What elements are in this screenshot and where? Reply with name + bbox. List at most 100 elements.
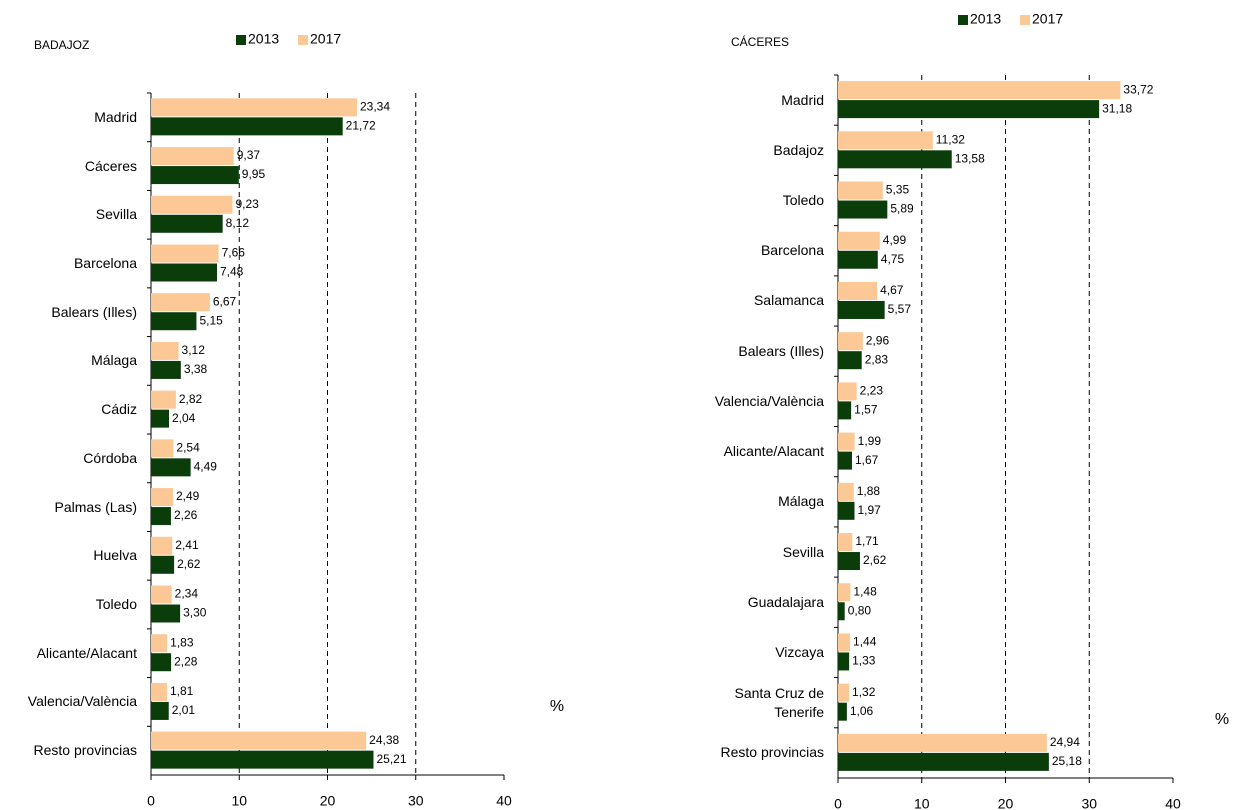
axis-label: % [1215,711,1229,728]
value-label: 2,82 [179,392,203,406]
bar [151,117,343,136]
value-label: 2,26 [174,508,198,522]
value-label: 3,38 [184,362,208,376]
value-label: 21,72 [346,119,376,133]
bar [838,100,1100,119]
value-label: 2,49 [176,489,200,503]
category-label-box: Vizcaya [775,643,824,660]
bar [151,536,173,555]
category-label-box: Valencia/València [715,393,824,409]
category-label-box: Badajoz [773,141,824,158]
value-label: 5,15 [199,313,223,327]
bar [151,555,175,574]
category-label: Córdoba [83,449,137,466]
value-label: 1,83 [170,635,194,649]
category-label-box: Santa Cruz de Tenerife [734,684,825,720]
legend-label: 2013 [248,31,279,47]
category-label: Barcelona [760,242,824,259]
value-label: 4,67 [880,283,904,297]
value-label: 8,12 [226,216,250,230]
bar [151,439,174,458]
category-label-box: Toledo [95,596,137,612]
bar [151,701,169,720]
bar [838,432,855,451]
legend-swatch [298,35,308,45]
value-label: 6,67 [213,294,237,308]
category-label: Toledo [782,192,824,209]
bar [838,382,857,401]
bar [151,458,191,477]
value-label: 1,57 [854,403,878,417]
value-label: 1,32 [852,685,876,699]
value-label: 1,88 [857,484,881,498]
bar [838,300,885,319]
legend-swatch [958,15,968,25]
value-label: 2,96 [866,333,890,347]
category-label: Badajoz [773,141,824,158]
value-label: 2,34 [175,587,199,601]
category-label: Toledo [95,596,137,612]
category-label: Madrid [94,108,137,125]
value-label: 2,41 [175,538,199,552]
category-label: Cádiz [101,401,137,418]
value-label: 2,62 [863,553,887,567]
bar [151,750,374,769]
value-label: 5,57 [888,302,912,316]
bar [151,263,218,282]
legend-label: 2013 [970,11,1001,27]
bar [151,341,179,360]
bar [151,312,197,331]
x-tick-label: 20 [320,793,336,809]
value-label: 2,28 [174,654,198,668]
category-label-box: Toledo [782,192,824,209]
value-label: 1,48 [853,584,877,598]
value-label: 7,48 [220,265,244,279]
value-label: 31,18 [1102,101,1132,115]
value-label: 2,83 [865,352,889,366]
value-label: 9,37 [237,148,261,162]
bar [838,181,883,200]
bar [838,683,850,702]
bar [151,166,239,185]
category-label: Sevilla [782,543,824,560]
bar [151,147,234,166]
bar [151,604,181,623]
category-label: Santa Cruz de Tenerife [734,684,825,720]
category-label: Balears (Illes) [738,342,824,359]
category-label-box: Alicante/Alacant [724,443,824,459]
bar [838,200,888,219]
bar [151,585,172,604]
bar [838,733,1047,752]
bar [838,633,851,652]
category-label: Barcelona [73,255,137,271]
value-label: 23,34 [360,100,390,114]
value-label: 3,30 [183,606,207,620]
category-label-box: Palmas (Las) [55,499,137,515]
category-label: Salamanca [753,292,824,309]
category-label: Málaga [778,493,824,510]
bar [838,501,855,520]
category-label: Resto provincias [33,742,138,759]
bar [151,409,170,428]
category-label-box: Resto provincias [33,742,138,759]
category-label: Alicante/Alacant [36,644,137,661]
value-label: 7,66 [222,246,246,260]
category-label-box: Guadalajara [748,594,824,610]
bar [838,482,854,501]
value-label: 1,99 [858,434,882,448]
value-label: 1,67 [855,453,879,467]
value-label: 1,97 [857,503,881,517]
legend-label: 2017 [310,31,341,47]
value-label: 24,94 [1050,735,1080,749]
category-label-box: Valencia/València [28,693,137,709]
category-label-box: Sevilla [96,206,137,222]
value-label: 24,38 [369,733,399,747]
x-tick-label: 0 [834,796,842,810]
value-label: 4,75 [881,252,905,266]
value-label: 1,33 [852,654,876,668]
category-label-box: Salamanca [753,292,824,309]
category-label: Vizcaya [775,643,824,660]
category-label-box: Málaga [91,352,137,368]
value-label: 1,81 [170,684,194,698]
category-label-box: Huelva [93,547,137,563]
